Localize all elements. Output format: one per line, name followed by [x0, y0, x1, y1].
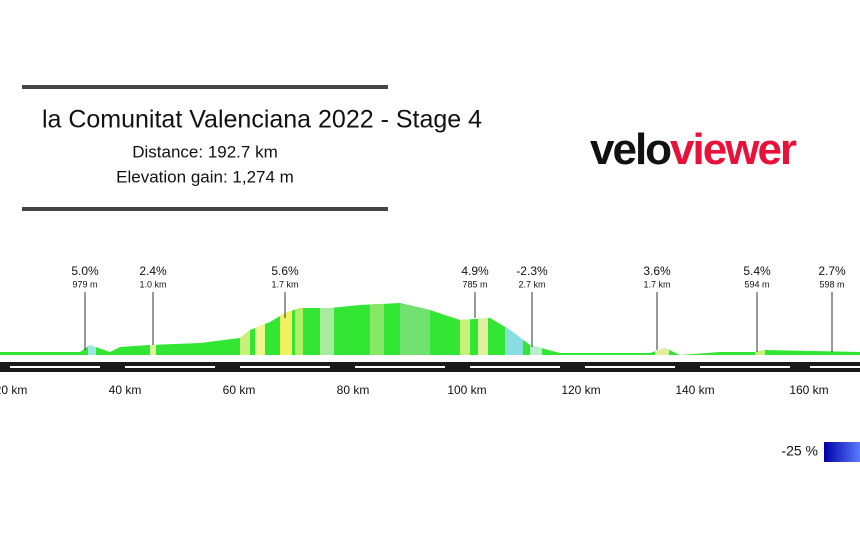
km-label: 60 km — [223, 383, 256, 397]
legend-scale — [824, 442, 860, 462]
title: la Comunitat Valenciana 2022 - Stage 4 — [42, 106, 482, 134]
climb-gradient: 5.4% — [743, 264, 771, 278]
km-label: 40 km — [109, 383, 142, 397]
road-dashes — [10, 366, 860, 368]
climb-length: 1.0 km — [139, 279, 166, 289]
km-label: 80 km — [337, 383, 370, 397]
logo: veloviewer — [590, 125, 797, 174]
climb-gradient: 5.0% — [71, 264, 99, 278]
climb-gradient: 2.4% — [139, 264, 167, 278]
climb-gradient: 2.7% — [818, 264, 846, 278]
climb-length: 598 m — [819, 279, 844, 289]
climb-length: 1.7 km — [271, 279, 298, 289]
km-label: 140 km — [675, 383, 714, 397]
distance: Distance: 192.7 km — [132, 142, 278, 161]
km-label: 20 km — [0, 383, 27, 397]
climb-length: 979 m — [72, 279, 97, 289]
km-label: 100 km — [447, 383, 486, 397]
logo-part: viewer — [670, 125, 797, 174]
climb-gradient: -2.3% — [516, 264, 548, 278]
legend-label: -25 % — [781, 443, 818, 459]
km-label: 160 km — [789, 383, 828, 397]
climb-gradient: 4.9% — [461, 264, 489, 278]
climb-length: 594 m — [744, 279, 769, 289]
km-label: 120 km — [561, 383, 600, 397]
elevation-gain: Elevation gain: 1,274 m — [116, 167, 294, 186]
climb-length: 785 m — [462, 279, 487, 289]
climb-gradient: 5.6% — [271, 264, 299, 278]
climb-gradient: 3.6% — [643, 264, 671, 278]
profile — [0, 303, 860, 355]
climb-length: 2.7 km — [518, 279, 545, 289]
logo-part: velo — [590, 125, 671, 174]
climb-length: 1.7 km — [643, 279, 670, 289]
